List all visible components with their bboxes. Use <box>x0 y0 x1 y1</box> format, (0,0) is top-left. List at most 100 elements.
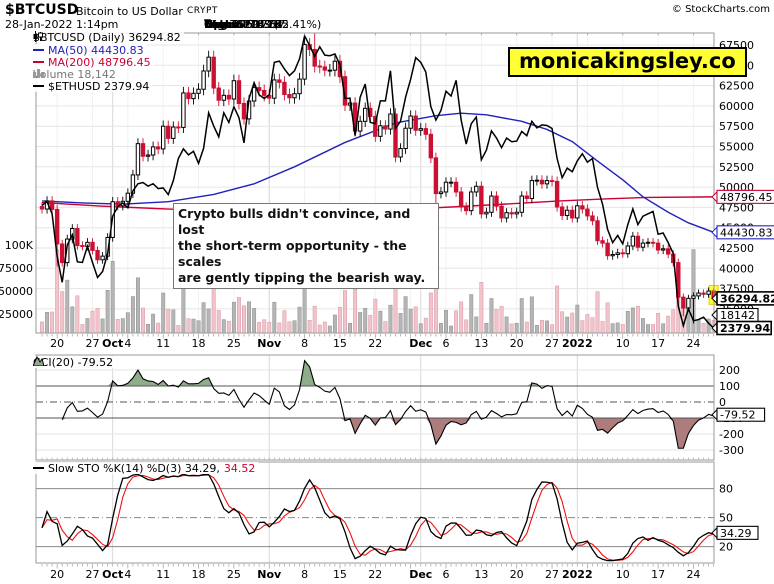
sto-axis-label: 20 <box>719 541 733 554</box>
volume-bar <box>343 290 347 334</box>
candle-body <box>191 92 196 100</box>
candle-body <box>539 179 545 185</box>
candle-body <box>373 115 378 137</box>
volume-bar <box>454 310 459 334</box>
candle-body <box>322 66 328 71</box>
volume-bar <box>368 314 373 334</box>
volume-bar <box>237 297 241 334</box>
quote-value: -895.03 (-2.41%) <box>227 18 322 31</box>
volume-bar <box>151 313 156 334</box>
candle-body <box>499 205 504 219</box>
volume-bar <box>302 282 307 334</box>
volume-bar <box>327 325 332 334</box>
candle-body <box>221 94 227 101</box>
volume-bar <box>292 320 297 334</box>
quote-field: High 37517.37 <box>204 18 285 31</box>
candle-body <box>211 56 216 89</box>
candle-body <box>317 65 322 68</box>
volume-bar <box>90 310 95 334</box>
x-axis-label: 10 <box>616 337 630 350</box>
volume-bar <box>388 304 393 334</box>
edge-marker-box <box>716 407 766 422</box>
candle-body <box>408 115 413 129</box>
volume-bar <box>358 312 363 334</box>
legend-ma50-label: MA(50) 44430.83 <box>48 43 144 57</box>
x-axis-label: 18 <box>192 568 206 581</box>
candle-body <box>181 92 186 128</box>
legend-sto-k: Slow STO %K(14) %D(3) 34.29, <box>48 461 220 475</box>
volume-bar <box>418 323 423 334</box>
candle-body <box>145 154 151 157</box>
volume-bar <box>489 298 494 334</box>
volume-bar <box>545 320 549 334</box>
candle-body <box>176 126 181 129</box>
price-axis-label: 55000 <box>719 141 754 154</box>
volume-bar <box>484 322 489 334</box>
volume-bar <box>161 292 166 334</box>
candle-body <box>620 252 625 255</box>
volume-bar <box>85 318 90 334</box>
candle-body <box>660 248 666 251</box>
candle-body <box>524 195 529 199</box>
volume-bar <box>630 307 635 334</box>
candle-body <box>666 248 671 255</box>
edge-marker-box <box>716 320 773 336</box>
quote-value: 18.1K <box>250 18 282 31</box>
candle-body <box>448 181 454 184</box>
volume-bar <box>252 308 257 334</box>
volume-bar <box>120 318 125 334</box>
volume-bar <box>191 318 196 334</box>
candle-body <box>39 206 45 210</box>
exchange-label: CRYPT <box>187 6 218 16</box>
volume-bar <box>307 319 312 334</box>
volume-bar <box>570 312 575 334</box>
legend-eth-label: $ETHUSD 2379.94 <box>48 79 150 93</box>
x-axis-label: 10 <box>616 568 630 581</box>
legend-ma200: MA(200) 48796.45 <box>33 56 154 69</box>
candle-body <box>363 107 368 122</box>
x-axis-label: 25 <box>227 568 241 581</box>
candle-body <box>534 179 540 182</box>
cci-axis-label: -200 <box>719 428 744 441</box>
volume-bar <box>620 324 625 334</box>
volume-bar <box>221 319 226 334</box>
volume-bar <box>146 323 151 334</box>
volume-bar <box>166 308 171 334</box>
volume-bar <box>216 310 221 334</box>
cci-line <box>61 359 714 449</box>
volume-bar <box>550 324 554 334</box>
volume-bar <box>262 319 267 334</box>
volume-bar <box>267 322 272 334</box>
candle-body <box>509 212 514 215</box>
candle-body <box>171 126 176 139</box>
candle-body <box>610 253 615 257</box>
candle-body <box>150 146 156 156</box>
volume-bar <box>317 324 322 334</box>
candle-body <box>236 80 242 104</box>
legend-cci: CCI(20) -79.52 <box>33 356 117 369</box>
volume-bar <box>408 308 413 334</box>
candle-body <box>277 79 282 83</box>
volume-bar <box>444 310 448 334</box>
edge-marker-value: 34.29 <box>720 527 752 540</box>
candle-body <box>90 241 95 251</box>
candle-body <box>549 180 555 183</box>
volume-bar <box>575 304 580 334</box>
candle-body <box>75 228 80 247</box>
legend-ma50: MA(50) 44430.83 <box>33 43 147 57</box>
volume-axis-label: 100K <box>5 239 34 252</box>
volume-bar <box>115 319 120 334</box>
x-axis-label: 13 <box>474 568 488 581</box>
volume-bar <box>625 311 630 334</box>
ma50-line <box>41 112 714 233</box>
candle-body <box>241 102 247 120</box>
volume-bars-icon <box>33 69 44 78</box>
candle-body <box>559 206 565 217</box>
candle-body <box>600 240 605 244</box>
volume-bar <box>398 313 403 334</box>
candle-body <box>292 93 297 99</box>
x-axis-label: Dec <box>409 568 432 581</box>
volume-bar <box>519 298 524 334</box>
volume-bar <box>322 321 327 334</box>
